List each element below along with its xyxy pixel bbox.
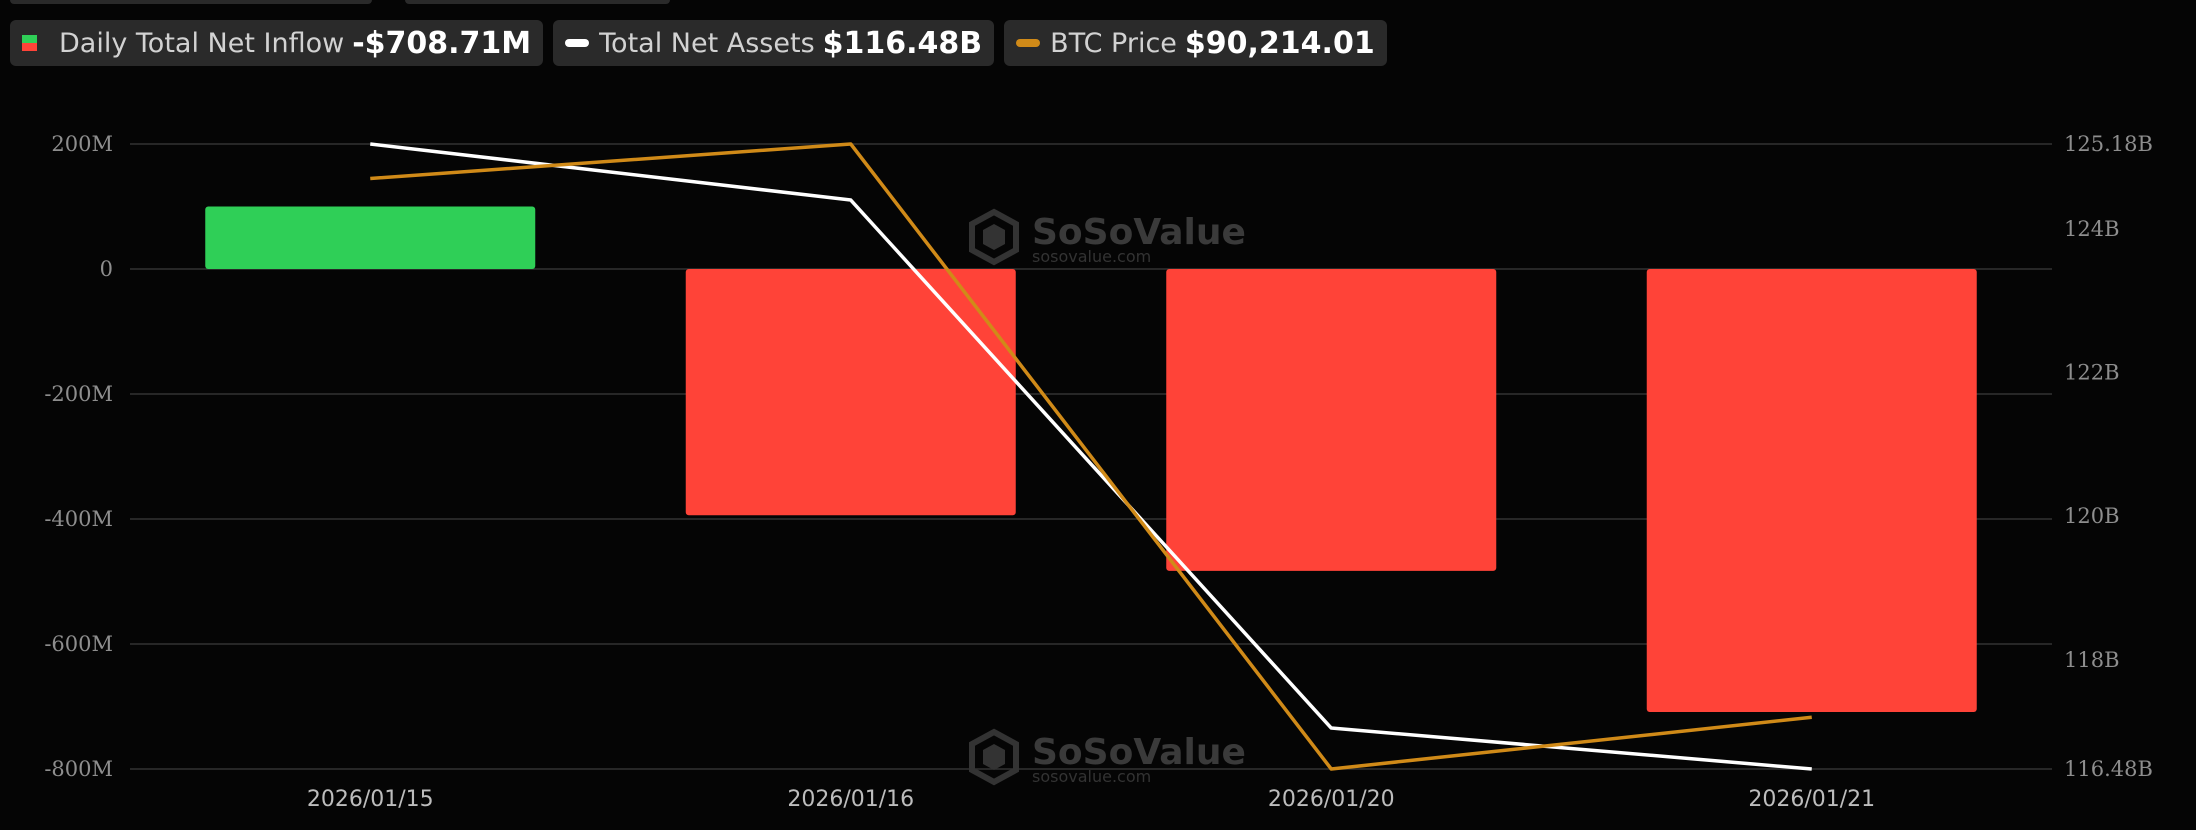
x-tick-label: 2026/01/20 <box>1268 787 1395 812</box>
legend-btc-label: BTC Price <box>1050 27 1177 59</box>
legend-btc[interactable]: BTC Price $90,214.01 <box>1004 20 1387 66</box>
y-left-tick-label: -400M <box>44 507 113 531</box>
tick-layer: 200M 0 -200M -400M -600M -800M 125.18B 124B 122B… <box>44 132 2153 812</box>
y-left-tick-label: -800M <box>44 757 113 781</box>
legend-assets[interactable]: Total Net Assets $116.48B <box>553 20 995 66</box>
y-left-tick-label: -200M <box>44 382 113 406</box>
top-stub-right <box>405 0 670 4</box>
y-left-tick-label: 200M <box>51 132 113 156</box>
sosovalue-logo-icon <box>983 224 1005 250</box>
total-net-assets-line <box>370 142 1812 771</box>
inflow-bar <box>1646 269 1977 712</box>
sosovalue-logo-icon <box>969 208 1019 266</box>
top-stub-left <box>10 0 372 4</box>
btc-swatch-icon <box>1016 39 1041 47</box>
legend-inflow-value: -$708.71M <box>352 25 532 61</box>
x-tick-label: 2026/01/15 <box>307 787 434 812</box>
watermark-url: sosovalue.com <box>1032 247 1151 266</box>
assets-swatch-icon <box>565 39 590 47</box>
y-right-tick-label: 116.48B <box>2064 757 2153 781</box>
legend-inflow[interactable]: Daily Total Net Inflow -$708.71M <box>10 20 544 66</box>
watermark-brand: SoSoValue <box>1032 212 1246 253</box>
y-right-tick-label: 125.18B <box>2064 132 2153 156</box>
x-tick-label: 2026/01/21 <box>1748 787 1875 812</box>
y-right-tick-label: 122B <box>2064 360 2120 384</box>
sosovalue-logo-icon <box>969 728 1019 786</box>
y-left-tick-label: -600M <box>44 632 113 656</box>
sosovalue-logo-icon <box>983 744 1005 770</box>
watermark-url: sosovalue.com <box>1032 767 1151 786</box>
watermark-brand: SoSoValue <box>1032 732 1246 773</box>
inflow-bar <box>685 269 1016 516</box>
y-right-tick-label: 120B <box>2064 504 2120 528</box>
y-left-tick-label: 0 <box>100 257 113 281</box>
watermark-layer: SoSoValuesosovalue.comSoSoValuesosovalue… <box>969 208 1246 786</box>
y-right-tick-label: 124B <box>2064 217 2120 241</box>
legend-inflow-label: Daily Total Net Inflow <box>59 27 345 59</box>
legend-assets-value: $116.48B <box>822 25 983 61</box>
legend: Daily Total Net Inflow -$708.71M Total N… <box>10 20 1387 66</box>
bar-layer <box>205 206 1977 712</box>
btc-price-line <box>370 142 1812 771</box>
legend-btc-value: $90,214.01 <box>1184 25 1375 61</box>
legend-assets-label: Total Net Assets <box>599 27 815 59</box>
x-tick-label: 2026/01/16 <box>787 787 914 812</box>
line-layer <box>370 142 1812 771</box>
inflow-bar <box>1166 269 1497 571</box>
y-right-tick-label: 118B <box>2064 648 2120 672</box>
inflow-swatch-icon <box>22 35 37 51</box>
inflow-bar <box>205 206 536 269</box>
